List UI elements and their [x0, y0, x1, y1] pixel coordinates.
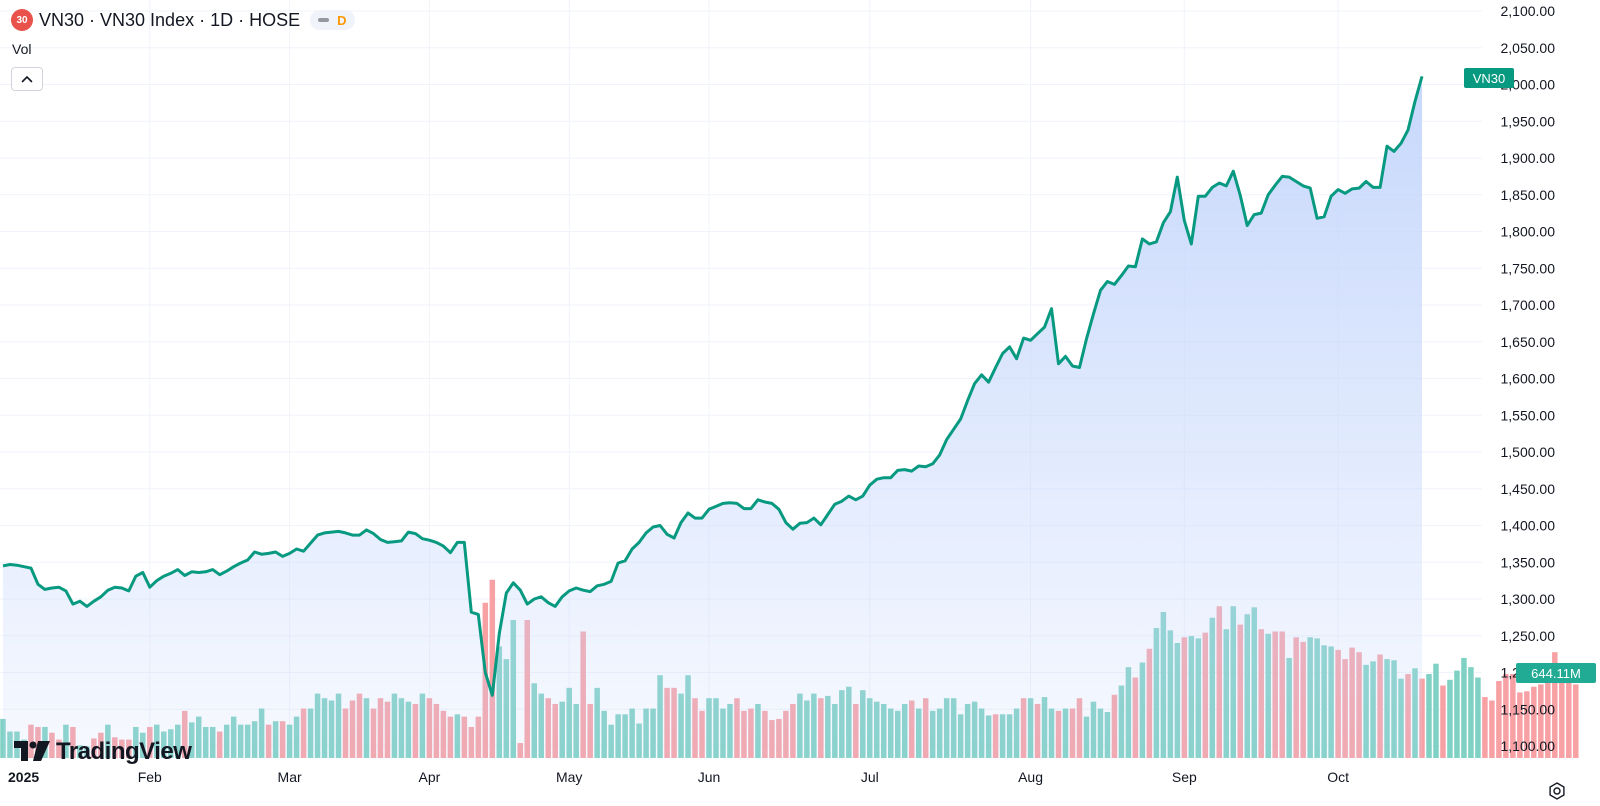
volume-bar — [1559, 672, 1565, 758]
volume-bar — [489, 579, 496, 758]
volume-bar — [1433, 663, 1439, 758]
time-axis[interactable]: 2025 Feb Mar Apr May Jun Jul Aug Sep Oct — [8, 769, 1349, 785]
y-tick-label: 1,700.00 — [1501, 297, 1556, 313]
x-tick-label: Jul — [861, 769, 879, 785]
volume-bar — [1461, 657, 1467, 758]
symbol-badge: 30 — [11, 9, 33, 31]
x-tick-label: May — [556, 769, 582, 785]
price-line — [2, 75, 1424, 697]
volume-bar — [1552, 652, 1558, 758]
volume-bar — [1496, 680, 1502, 758]
chart-settings-icon[interactable] — [1547, 781, 1567, 801]
y-tick-label: 1,550.00 — [1501, 407, 1556, 423]
symbol-title[interactable]: VN30 · VN30 Index · 1D · HOSE — [39, 9, 301, 30]
volume-bar — [1475, 677, 1481, 758]
volume-bar — [1566, 677, 1572, 758]
y-tick-label: 1,750.00 — [1501, 260, 1556, 276]
y-tick-label: 1,150.00 — [1501, 701, 1556, 717]
y-tick-label: 1,950.00 — [1501, 113, 1556, 129]
volume-bar — [1426, 674, 1432, 758]
logo-text: TradingView — [56, 738, 192, 765]
tradingview-logo[interactable]: TradingView — [14, 738, 192, 766]
volume-bar — [1510, 674, 1516, 758]
x-tick-label: Jun — [698, 769, 721, 785]
y-tick-label: 1,350.00 — [1501, 554, 1556, 570]
chevron-up-icon — [21, 75, 33, 83]
x-tick-label: 2025 — [8, 769, 39, 785]
volume-bar — [1531, 686, 1537, 758]
price-axis[interactable]: 2,100.00 2,050.00 2,000.00 1,950.00 1,900.00… — [1501, 3, 1556, 754]
volume-bar — [1454, 670, 1460, 758]
y-tick-label: 1,450.00 — [1501, 481, 1556, 497]
collapse-legend-button[interactable] — [11, 67, 43, 91]
interval-pill[interactable]: D — [310, 10, 355, 30]
y-tick-label: 1,600.00 — [1501, 371, 1556, 387]
y-tick-label: 1,800.00 — [1501, 224, 1556, 240]
minus-icon — [318, 18, 330, 22]
last-volume-label: 644.11M — [1516, 663, 1596, 683]
x-tick-label: Sep — [1172, 769, 1197, 785]
y-tick-label: 1,100.00 — [1501, 738, 1556, 754]
volume-bar — [1517, 692, 1523, 758]
volume-bar — [1489, 700, 1495, 758]
x-tick-label: Apr — [419, 769, 441, 785]
volume-bar — [1447, 679, 1453, 758]
y-tick-label: 1,650.00 — [1501, 334, 1556, 350]
y-tick-label: 1,250.00 — [1501, 628, 1556, 644]
volume-bar — [1538, 684, 1544, 758]
y-tick-label: 1,850.00 — [1501, 187, 1556, 203]
volume-bar — [1482, 697, 1488, 758]
volume-bar — [1440, 685, 1446, 758]
x-tick-label: Feb — [138, 769, 162, 785]
y-tick-label: 1,900.00 — [1501, 150, 1556, 166]
y-tick-label: 2,000.00 — [1501, 77, 1556, 93]
volume-bar — [1573, 684, 1579, 758]
price-area-fill — [3, 76, 1422, 758]
x-tick-label: Aug — [1018, 769, 1043, 785]
x-tick-label: Oct — [1327, 769, 1349, 785]
volume-bar — [1524, 691, 1530, 758]
y-tick-label: 1,300.00 — [1501, 591, 1556, 607]
tradingview-logo-icon — [14, 741, 50, 761]
y-tick-label: 2,050.00 — [1501, 40, 1556, 56]
volume-bar — [1503, 674, 1509, 758]
last-price-label: VN30 — [1464, 68, 1514, 88]
x-tick-label: Mar — [278, 769, 302, 785]
y-tick-label: 1,500.00 — [1501, 444, 1556, 460]
volume-bar — [1545, 667, 1551, 758]
interval-badge: D — [337, 12, 347, 28]
volume-legend-label[interactable]: Vol — [12, 41, 32, 57]
y-tick-label: 1,400.00 — [1501, 518, 1556, 534]
y-tick-label: 2,100.00 — [1501, 3, 1556, 19]
symbol-legend[interactable]: 30 VN30 · VN30 Index · 1D · HOSE D — [11, 9, 355, 31]
volume-bar — [1468, 667, 1474, 758]
